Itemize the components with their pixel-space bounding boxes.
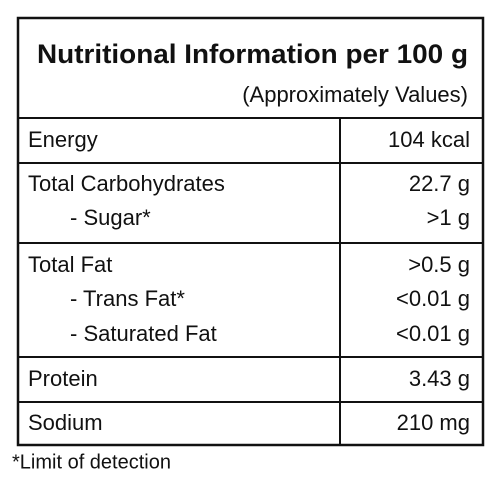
row-value: >1 g	[427, 205, 470, 230]
row-value: 104 kcal	[388, 127, 470, 152]
row-value: <0.01 g	[396, 286, 470, 311]
row-value: 3.43 g	[409, 366, 470, 391]
row-value: 210 mg	[397, 410, 470, 435]
table-border	[16, 16, 485, 447]
subtitle: (Approximately Values)	[242, 82, 468, 107]
row-label: - Sugar*	[70, 205, 151, 230]
row-value: >0.5 g	[408, 252, 470, 277]
row-label: Protein	[28, 366, 98, 391]
title: Nutritional Information per 100 g	[37, 39, 468, 69]
row-value: 22.7 g	[409, 171, 470, 196]
row-value: <0.01 g	[396, 321, 470, 346]
row-label: - Saturated Fat	[70, 321, 217, 346]
row-label: Sodium	[28, 410, 103, 435]
row-label: - Trans Fat*	[70, 286, 185, 311]
row-label: Total Fat	[28, 252, 112, 277]
row-label: Total Carbohydrates	[28, 171, 225, 196]
row-label: Energy	[28, 127, 98, 152]
footnote: *Limit of detection	[12, 451, 171, 473]
